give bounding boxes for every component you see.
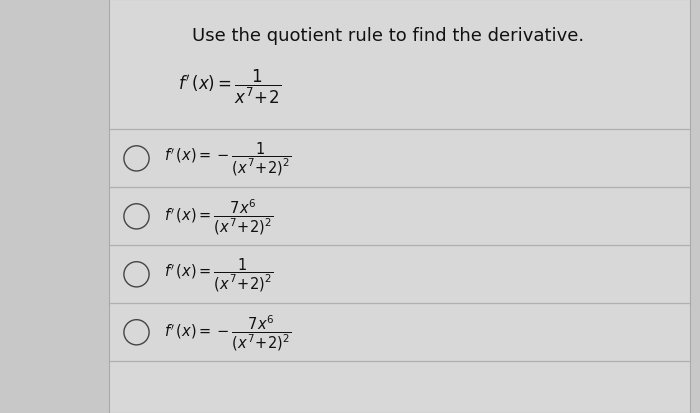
Text: $f'\,(\mathit{x}) = \dfrac{1}{\mathit{x}^7\!+\!2}$: $f'\,(\mathit{x}) = \dfrac{1}{\mathit{x}… xyxy=(178,68,281,106)
Text: $f'\,(\mathit{x}) = \dfrac{1}{(\mathit{x}^7\!+\!2)^2}$: $f'\,(\mathit{x}) = \dfrac{1}{(\mathit{x… xyxy=(164,256,274,293)
Text: Use the quotient rule to find the derivative.: Use the quotient rule to find the deriva… xyxy=(193,27,584,45)
FancyBboxPatch shape xyxy=(108,0,690,413)
Text: $f'\,(\mathit{x}) = -\dfrac{7\mathit{x}^6}{(\mathit{x}^7\!+\!2)^2}$: $f'\,(\mathit{x}) = -\dfrac{7\mathit{x}^… xyxy=(164,313,292,352)
Text: $f'\,(\mathit{x}) = -\dfrac{1}{(\mathit{x}^7\!+\!2)^2}$: $f'\,(\mathit{x}) = -\dfrac{1}{(\mathit{… xyxy=(164,140,292,178)
Text: $f'\,(\mathit{x}) = \dfrac{7\mathit{x}^6}{(\mathit{x}^7\!+\!2)^2}$: $f'\,(\mathit{x}) = \dfrac{7\mathit{x}^6… xyxy=(164,197,274,237)
